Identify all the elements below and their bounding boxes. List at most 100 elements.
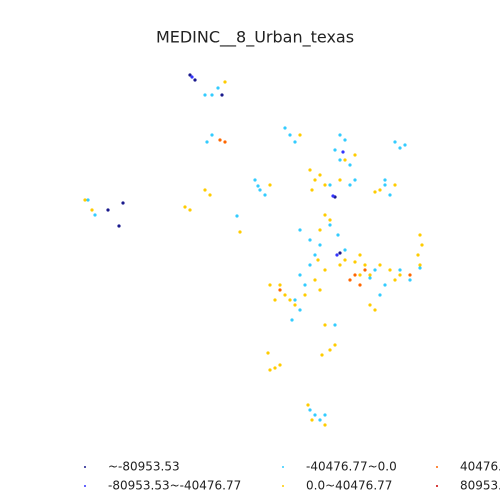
point	[368, 273, 372, 277]
point	[93, 213, 97, 217]
point	[358, 283, 362, 287]
point	[273, 366, 277, 370]
point	[218, 138, 222, 142]
point	[318, 243, 322, 247]
point	[216, 86, 220, 90]
point	[343, 138, 347, 142]
point	[303, 293, 307, 297]
point	[313, 278, 317, 282]
point	[333, 323, 337, 327]
point	[188, 73, 192, 77]
point	[320, 353, 324, 357]
point	[323, 213, 327, 217]
point	[310, 418, 314, 422]
point	[358, 273, 362, 277]
point	[338, 133, 342, 137]
point	[313, 178, 317, 182]
point	[308, 408, 312, 412]
point	[398, 268, 402, 272]
point	[278, 283, 282, 287]
point	[416, 253, 420, 257]
legend-marker	[84, 485, 86, 487]
point	[283, 293, 287, 297]
legend-marker	[436, 466, 438, 468]
point	[208, 193, 212, 197]
point	[310, 188, 314, 192]
point	[398, 146, 402, 150]
point	[238, 230, 242, 234]
legend-label: 80953.53~	[460, 479, 500, 493]
point	[203, 93, 207, 97]
point	[313, 413, 317, 417]
point	[273, 298, 277, 302]
point	[223, 140, 227, 144]
point	[383, 283, 387, 287]
point	[318, 288, 322, 292]
point	[288, 133, 292, 137]
point	[338, 263, 342, 267]
point	[338, 251, 342, 255]
point	[383, 183, 387, 187]
legend-label: 0.0~40476.77	[306, 479, 392, 493]
point	[343, 158, 347, 162]
point	[90, 208, 94, 212]
point	[318, 418, 322, 422]
point	[328, 218, 332, 222]
point	[398, 273, 402, 277]
point	[235, 214, 239, 218]
point	[106, 208, 110, 212]
point	[373, 268, 377, 272]
point	[348, 163, 352, 167]
point	[358, 253, 362, 257]
point	[318, 173, 322, 177]
point	[403, 143, 407, 147]
point	[418, 233, 422, 237]
point	[298, 308, 302, 312]
point	[323, 268, 327, 272]
point	[210, 133, 214, 137]
point	[316, 258, 320, 262]
point	[268, 283, 272, 287]
point	[348, 278, 352, 282]
point	[343, 258, 347, 262]
point	[83, 198, 87, 202]
point	[121, 201, 125, 205]
point	[117, 224, 121, 228]
point	[188, 208, 192, 212]
point	[278, 363, 282, 367]
point	[348, 183, 352, 187]
point	[268, 368, 272, 372]
point	[338, 158, 342, 162]
point	[393, 278, 397, 282]
point	[378, 293, 382, 297]
point	[253, 178, 257, 182]
point	[378, 263, 382, 267]
point	[341, 150, 345, 154]
point	[266, 351, 270, 355]
point	[408, 278, 412, 282]
point	[336, 233, 340, 237]
point	[418, 263, 422, 267]
point	[368, 303, 372, 307]
legend-label: -40476.77~0.0	[306, 460, 397, 474]
point	[318, 228, 322, 232]
point	[353, 273, 357, 277]
point	[205, 140, 209, 144]
point	[388, 268, 392, 272]
legend-marker	[282, 466, 284, 468]
legend-label: -80953.53~-40476.77	[108, 479, 241, 493]
point	[328, 223, 332, 227]
point	[373, 308, 377, 312]
legend-marker	[282, 485, 284, 487]
point	[338, 178, 342, 182]
point	[388, 193, 392, 197]
point	[373, 190, 377, 194]
point	[308, 263, 312, 267]
point	[323, 413, 327, 417]
point	[353, 153, 357, 157]
point	[268, 183, 272, 187]
point	[303, 283, 307, 287]
point	[323, 323, 327, 327]
point	[378, 188, 382, 192]
